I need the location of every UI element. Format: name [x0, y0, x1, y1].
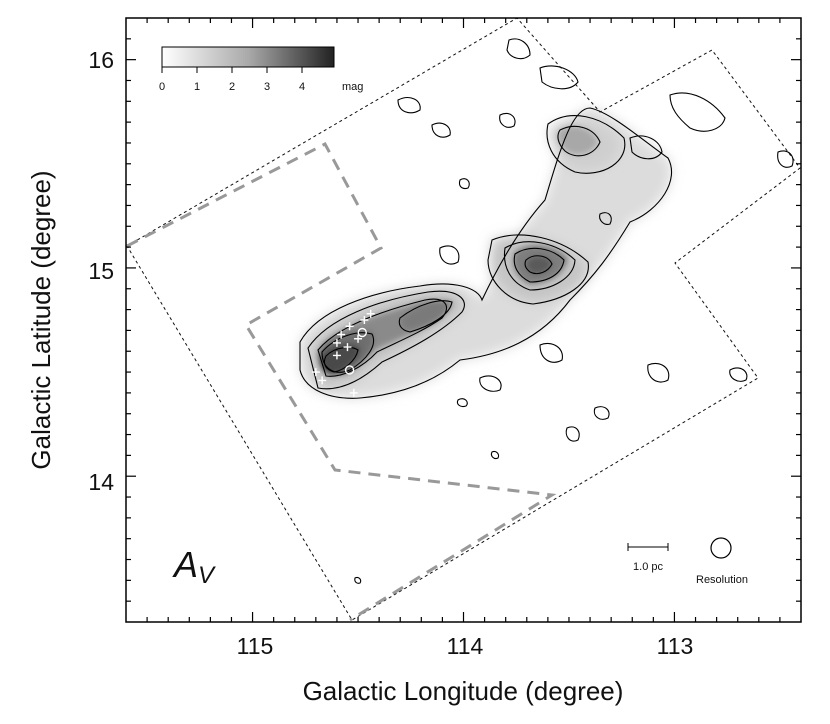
- x-tick-label: 114: [447, 633, 484, 659]
- yso-cross-marker: [354, 334, 363, 343]
- yso-cross-marker: [311, 368, 320, 377]
- yso-cross-marker: [343, 343, 352, 352]
- yso-cross-marker: [332, 338, 341, 347]
- yso-cross-marker: [318, 376, 327, 385]
- yso-cross-marker: [349, 388, 358, 397]
- yso-circle-marker: [344, 365, 355, 375]
- yso-cross-marker: [366, 309, 375, 318]
- extinction-map: [126, 18, 801, 622]
- yso-cross-marker: [337, 330, 346, 339]
- y-tick-label: 16: [88, 47, 114, 73]
- survey-region-outlines: [126, 18, 801, 622]
- scale-bar-label: 1.0 pc: [633, 561, 663, 573]
- colorbar-tick-label: 2: [229, 81, 235, 93]
- panel-label: AV: [172, 544, 216, 589]
- panel-label-main: A: [172, 544, 198, 585]
- inner-survey-boundary: [126, 141, 557, 622]
- yso-circle-marker: [357, 327, 367, 338]
- yso-markers: [311, 309, 375, 416]
- colorbar-unit-label: mag: [342, 81, 363, 93]
- resolution-label: Resolution: [696, 574, 748, 586]
- large-survey-boundary: [126, 18, 801, 621]
- colorbar-tick-label: 4: [299, 81, 305, 93]
- colorbar: 0 1 2 3 4 mag: [159, 46, 363, 93]
- x-tick-label: 113: [657, 633, 694, 659]
- resolution-beam: Resolution: [696, 537, 748, 586]
- colorbar-gradient: [161, 46, 335, 68]
- colorbar-tick-label: 1: [194, 81, 200, 93]
- resolution-circle: [710, 537, 732, 559]
- yso-cross-marker: [332, 351, 341, 360]
- y-tick-label: 14: [88, 469, 114, 495]
- colorbar-tick-label: 0: [159, 81, 165, 93]
- colorbar-tick-label: 3: [264, 81, 270, 93]
- y-axis-title: Galactic Latitude (degree): [26, 170, 56, 469]
- x-tick-label: 115: [237, 633, 274, 659]
- y-tick-label: 15: [88, 258, 114, 284]
- extinction-contours: [299, 38, 794, 584]
- yso-cross-marker: [318, 407, 327, 416]
- yso-cross-marker: [360, 316, 369, 324]
- panel-label-sub: V: [198, 562, 216, 589]
- extinction-shading: [300, 108, 672, 399]
- x-axis-title: Galactic Longitude (degree): [303, 676, 624, 706]
- yso-cross-marker: [345, 322, 354, 331]
- axis-ticks: [126, 18, 801, 622]
- scale-bar: 1.0 pc: [627, 543, 669, 573]
